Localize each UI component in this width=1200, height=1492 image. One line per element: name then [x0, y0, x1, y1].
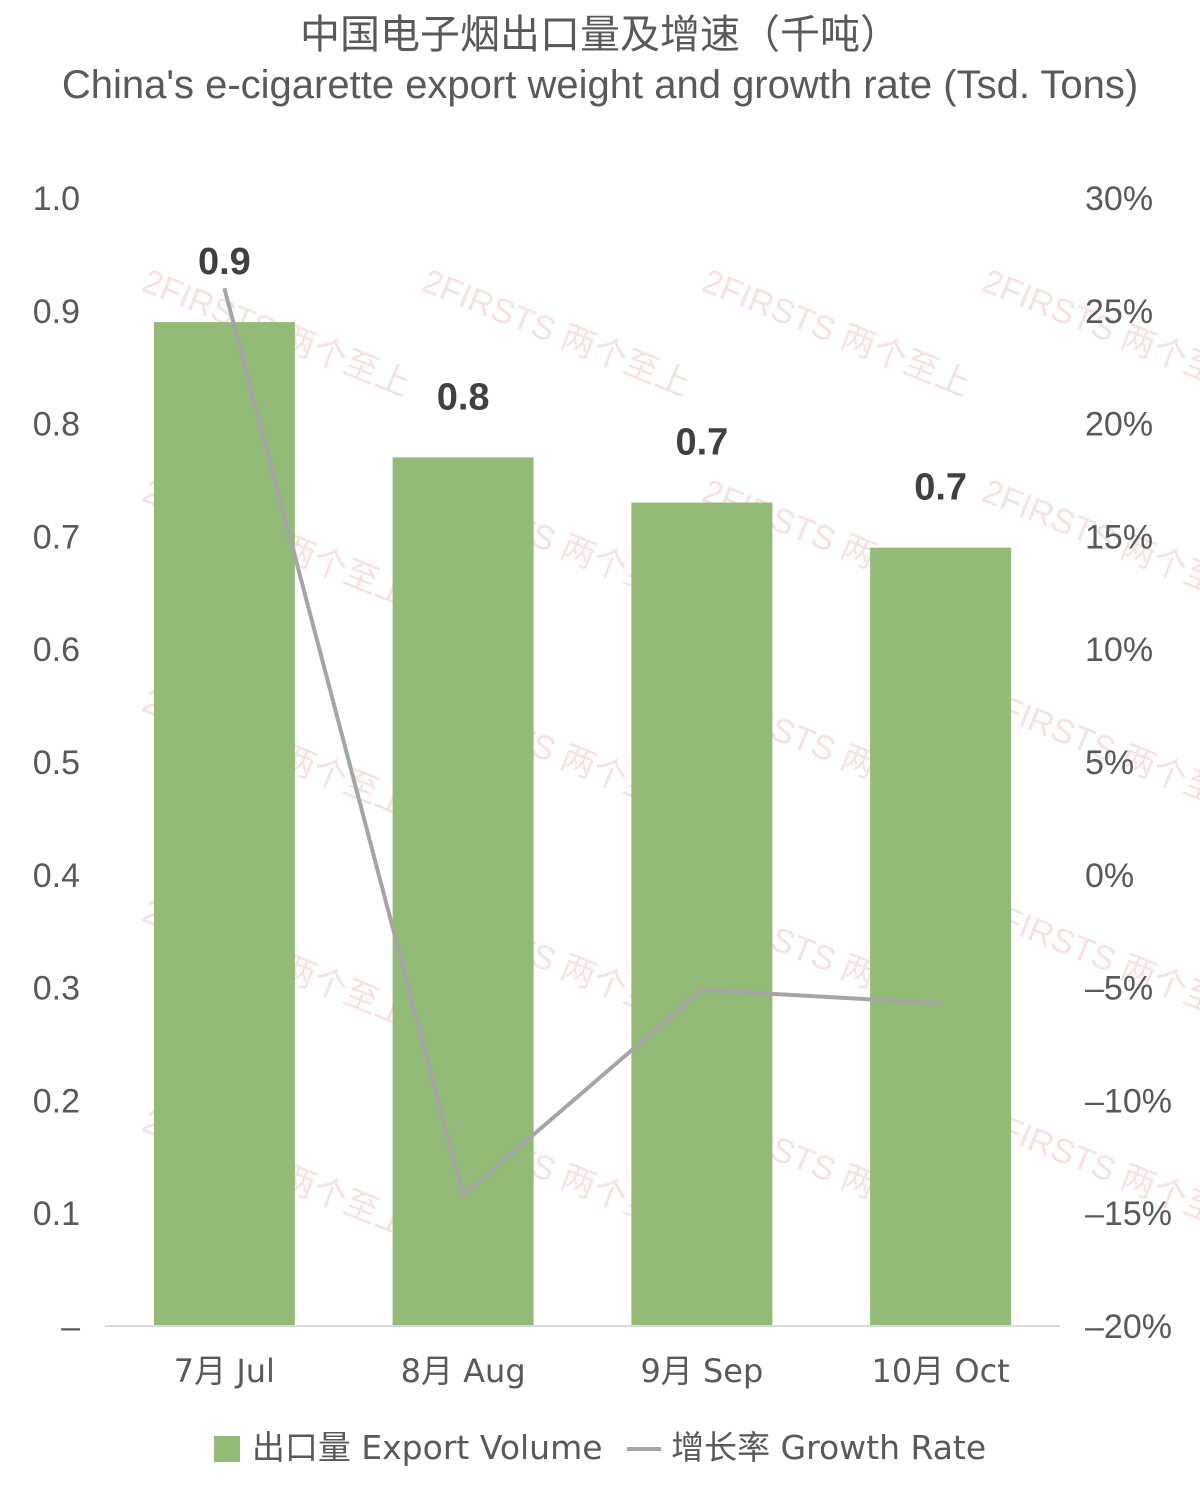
x-category-label: 8月 Aug — [401, 1352, 526, 1390]
bar-data-label: 0.8 — [437, 376, 490, 418]
y-left-tick-label: 1.0 — [33, 180, 80, 218]
y-right-tick-label: 30% — [1085, 180, 1153, 218]
watermark: 2FIRSTS 两个至上 — [977, 262, 1200, 404]
y-left-tick-label: 0.6 — [33, 631, 80, 669]
legend-label-growth-rate: 增长率 Growth Rate — [671, 1427, 987, 1467]
y-right-tick-label: 0% — [1085, 857, 1134, 895]
legend-line-swatch — [627, 1447, 662, 1451]
y-left-tick-label: 0.2 — [33, 1082, 80, 1120]
legend-label-export-volume: 出口量 Export Volume — [251, 1427, 603, 1467]
x-category-label: 7月 Jul — [174, 1352, 275, 1390]
y-left-tick-label: 0.5 — [33, 744, 80, 782]
legend-item-growth-rate: 增长率 Growth Rate — [613, 1424, 986, 1472]
y-right-tick-label: 15% — [1085, 518, 1153, 556]
legend-item-export-volume: 出口量 Export Volume — [213, 1424, 603, 1472]
chart-title: 中国电子烟出口量及增速（千吨） — [300, 12, 900, 58]
chart-subtitle: China's e-cigarette export weight and gr… — [61, 63, 1139, 107]
y-left-tick-label: 0.1 — [33, 1195, 80, 1233]
bar-data-label: 0.7 — [914, 467, 967, 509]
watermark: 2FIRSTS 两个至上 — [697, 262, 976, 404]
y-left-tick-label: 0.8 — [33, 406, 80, 444]
y-right-tick-label: –15% — [1085, 1195, 1172, 1233]
y-right-tick-label: 5% — [1085, 744, 1134, 782]
bar-data-label: 0.9 — [198, 241, 251, 283]
bar — [631, 502, 773, 1326]
bar — [153, 322, 295, 1327]
bar-data-label: 0.7 — [675, 422, 728, 464]
y-left-tick-label: 0.9 — [33, 293, 80, 331]
y-right-tick-label: –5% — [1085, 970, 1153, 1008]
x-category-label: 10月 Oct — [872, 1352, 1010, 1390]
bar — [392, 457, 534, 1326]
y-right-tick-label: 10% — [1085, 631, 1153, 669]
bar — [870, 547, 1012, 1326]
legend: 出口量 Export Volume 增长率 Growth Rate — [0, 1422, 1200, 1472]
y-right-tick-label: –10% — [1085, 1082, 1172, 1120]
y-left-tick-label: 0.4 — [33, 857, 80, 895]
growth-rate-line — [222, 287, 941, 1198]
y-right-tick-label: –20% — [1085, 1308, 1172, 1346]
y-right-tick-label: 20% — [1085, 406, 1153, 444]
y-right-tick-label: 25% — [1085, 293, 1153, 331]
y-left-tick-label: – — [61, 1308, 80, 1346]
y-left-tick-label: 0.7 — [33, 518, 80, 556]
x-category-label: 9月 Sep — [640, 1352, 763, 1390]
y-left-tick-label: 0.3 — [33, 970, 80, 1008]
legend-bar-swatch — [213, 1436, 240, 1462]
